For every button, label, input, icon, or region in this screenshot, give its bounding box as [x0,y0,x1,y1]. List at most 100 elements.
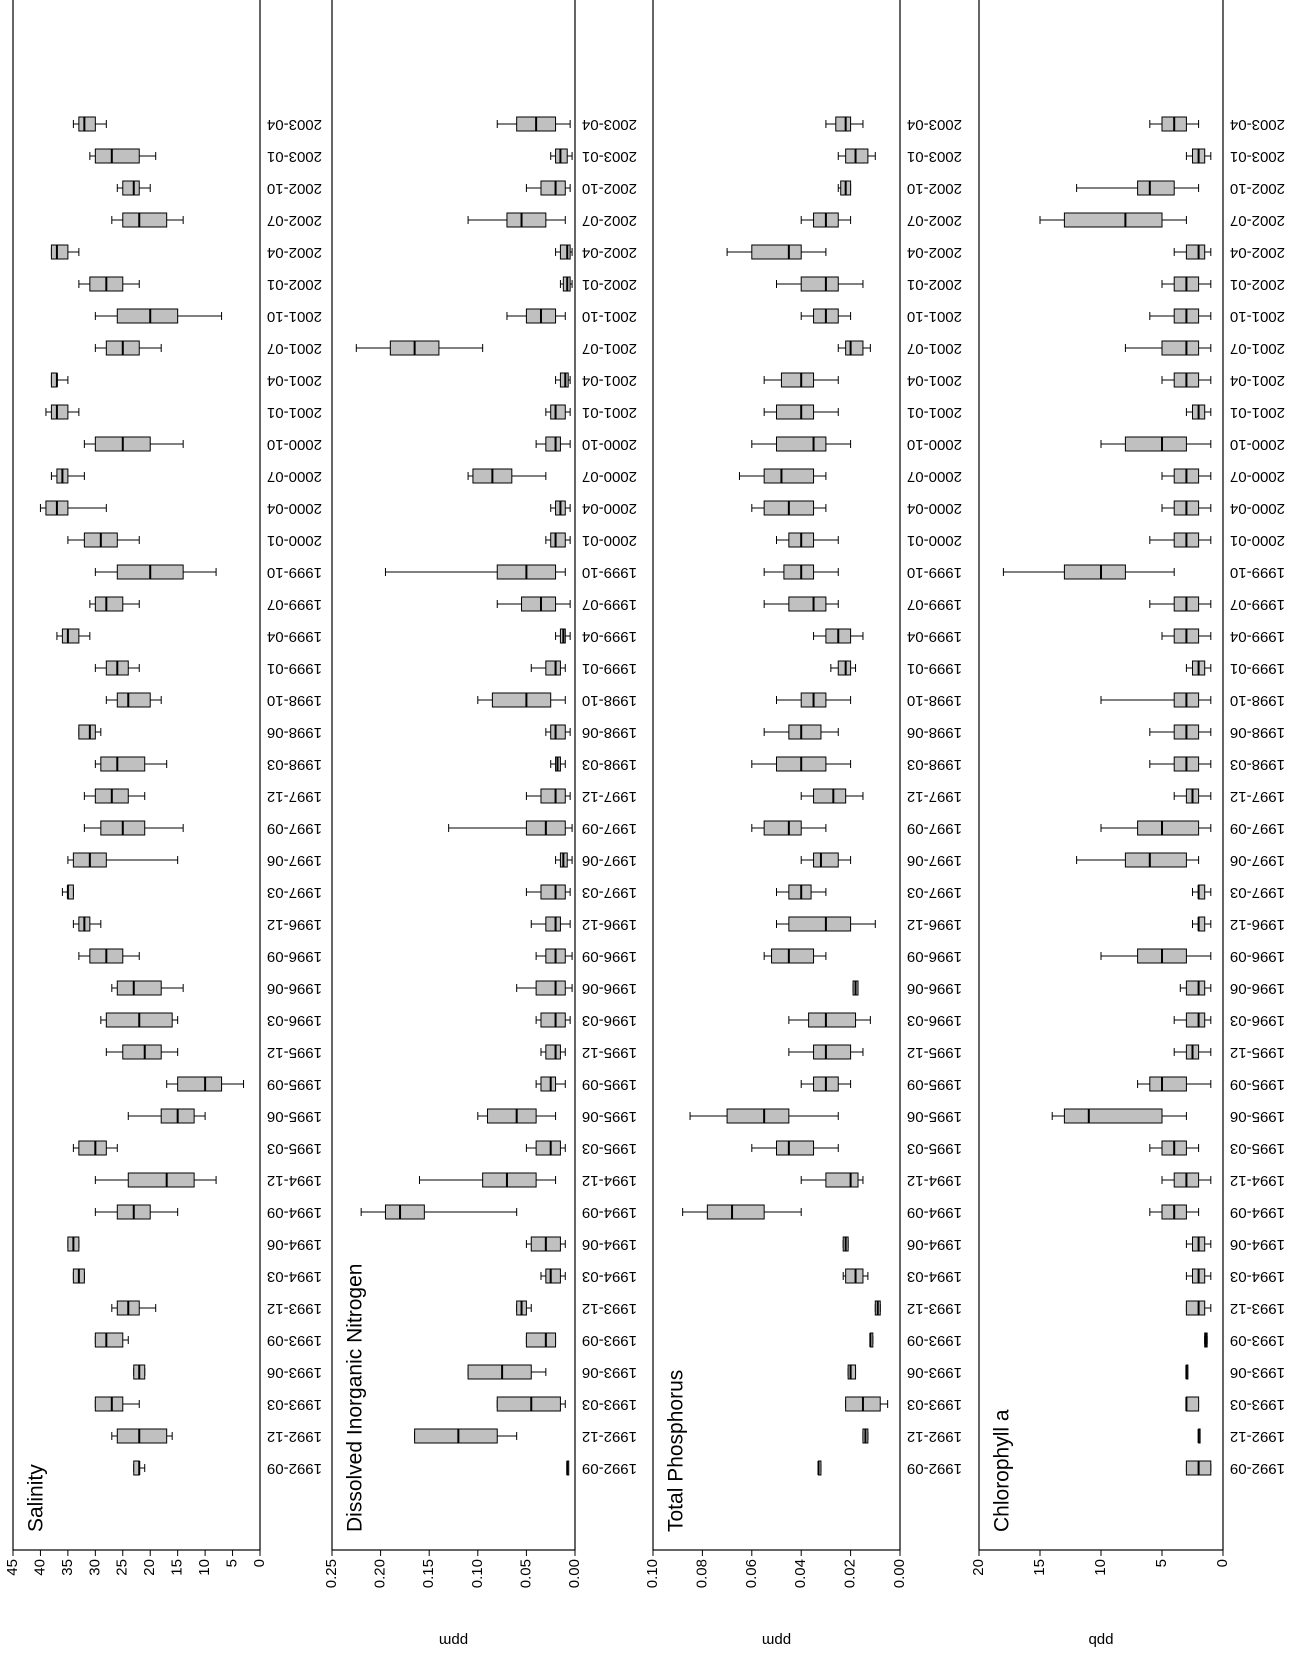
box [1124,436,1187,452]
box [116,1428,168,1444]
box [780,372,815,388]
x-tick-label: 2001-04 [267,372,322,389]
box [771,948,815,964]
x-tick-label: 1992-09 [582,1460,637,1477]
y-axis-label: ppm [439,1632,468,1649]
box [61,628,80,644]
box [559,244,571,260]
x-tick-label: 2000-10 [267,436,322,453]
x-tick-label: 1994-06 [1230,1236,1285,1253]
x-tick-label: 1993-12 [267,1300,322,1317]
x-tick-label: 1997-03 [1230,884,1285,901]
x-tick-label: 2001-10 [907,308,962,325]
box [1124,852,1187,868]
box [482,1172,537,1188]
panel-frame [12,0,261,1551]
box [825,1172,859,1188]
box [813,852,839,868]
x-tick-label: 2002-10 [1230,180,1285,197]
x-tick-label: 2002-01 [267,276,322,293]
box [763,468,815,484]
x-tick-label: 2000-04 [267,500,322,517]
x-tick-label: 1992-09 [267,1460,322,1477]
box [1063,212,1163,228]
x-tick-label: 1999-07 [907,596,962,613]
x-tick-label: 1997-03 [267,884,322,901]
x-tick-label: 1998-06 [907,724,962,741]
box [545,660,561,676]
x-tick-label: 1999-01 [1230,660,1285,677]
x-tick-label: 1997-12 [267,788,322,805]
box [116,308,179,324]
x-tick-label: 1996-03 [267,1012,322,1029]
box [706,1204,765,1220]
x-tick-label: 2002-07 [907,212,962,229]
y-tick-label: 0.15 [420,1559,437,1588]
x-tick-label: 2002-04 [267,244,322,261]
x-tick-label: 1996-09 [267,948,322,965]
x-tick-label: 1994-03 [1230,1268,1285,1285]
box [800,276,839,292]
box [763,820,802,836]
x-tick-label: 1995-03 [582,1140,637,1157]
x-tick-label: 1996-12 [267,916,322,933]
x-tick-label: 2002-07 [582,212,637,229]
y-tick-label: 5 [1153,1559,1170,1567]
box [835,116,852,132]
y-tick-label: 0.00 [566,1559,583,1588]
box [127,1172,195,1188]
x-tick-label: 2002-04 [1230,244,1285,261]
box [813,1044,852,1060]
x-tick-label: 2002-07 [1230,212,1285,229]
x-tick-label: 1996-06 [267,980,322,997]
box [78,116,96,132]
box [122,212,168,228]
x-tick-label: 1996-09 [582,948,637,965]
x-tick-label: 1994-09 [1230,1204,1285,1221]
x-tick-label: 2000-07 [1230,468,1285,485]
x-tick-label: 1996-06 [582,980,637,997]
x-tick-label: 1999-04 [1230,628,1285,645]
x-tick-label: 1998-06 [1230,724,1285,741]
box [491,692,552,708]
y-tick-label: 0.10 [644,1559,661,1588]
x-tick-label: 2001-01 [582,404,637,421]
y-tick-label: 40 [31,1559,48,1576]
box [550,724,566,740]
box [726,1108,790,1124]
box [788,884,812,900]
x-tick-label: 1993-06 [582,1364,637,1381]
x-tick-label: 1998-03 [582,756,637,773]
box [545,1044,561,1060]
x-tick-label: 2003-01 [907,148,962,165]
x-tick-label: 1994-03 [907,1268,962,1285]
y-tick-label: 0.04 [792,1559,809,1588]
x-tick-label: 1994-12 [1230,1172,1285,1189]
x-tick-label: 1997-06 [582,852,637,869]
box [847,1364,857,1380]
x-tick-label: 1997-03 [582,884,637,901]
panel-title: Salinity [25,1464,48,1532]
box [94,596,124,612]
panel-title: Total Phosphorus [665,1370,688,1532]
x-tick-label: 1994-06 [582,1236,637,1253]
x-tick-label: 1998-03 [1230,756,1285,773]
x-tick-label: 1994-06 [267,1236,322,1253]
x-tick-label: 1999-10 [267,564,322,581]
y-tick-label: 10 [196,1559,213,1576]
x-tick-label: 1998-06 [582,724,637,741]
box [783,564,815,580]
y-tick-label: 15 [1031,1559,1048,1576]
x-tick-label: 1993-06 [907,1364,962,1381]
box [776,1140,815,1156]
x-tick-label: 1999-01 [582,660,637,677]
y-tick-label: 0.06 [743,1559,760,1588]
x-tick-label: 2000-04 [1230,500,1285,517]
x-tick-label: 2001-04 [1230,372,1285,389]
x-tick-label: 2001-10 [582,308,637,325]
box [540,180,566,196]
box [1063,564,1126,580]
y-tick-label: 0 [251,1559,268,1567]
x-tick-label: 1997-09 [582,820,637,837]
